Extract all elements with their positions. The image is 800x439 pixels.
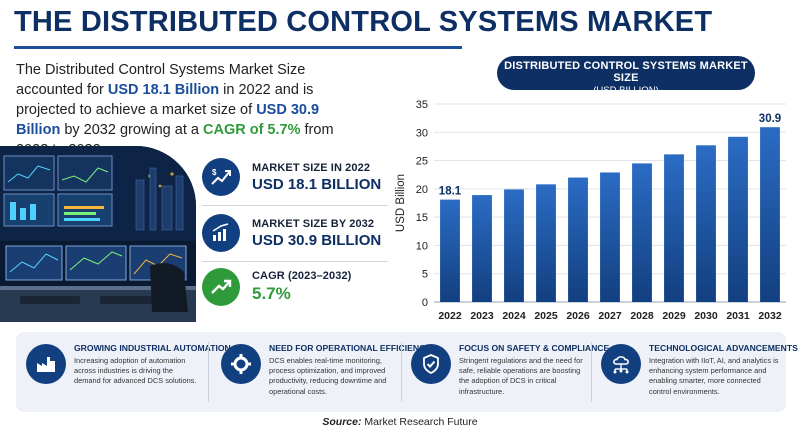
x-tick-label: 2027: [598, 310, 622, 322]
bar: [632, 163, 652, 302]
bar: [696, 145, 716, 302]
y-tick-label: 30: [416, 127, 428, 139]
driver-title: NEED FOR OPERATIONAL EFFICIENCY: [269, 343, 432, 353]
driver-divider: [208, 342, 209, 402]
y-tick-label: 20: [416, 184, 428, 196]
bar: [472, 195, 492, 302]
intro-text-3: by 2032 growing at a: [60, 122, 203, 138]
bar: [568, 177, 588, 302]
x-tick-label: 2023: [470, 310, 494, 322]
x-tick-label: 2026: [566, 310, 590, 322]
stat-label: MARKET SIZE BY 2032: [252, 217, 375, 230]
y-tick-label: 25: [416, 156, 428, 168]
stat-market-size-2022: $ MARKET SIZE IN 2022 USD 18.1 BILLION: [202, 152, 381, 202]
trend-up-icon: [202, 268, 240, 306]
bar-growth-icon: [202, 214, 240, 252]
chart-subtitle: (USD BILLION): [593, 85, 659, 96]
bar: [760, 127, 780, 302]
data-label: 30.9: [759, 113, 781, 125]
driver-body: Integration with IIoT, AI, and analytics…: [649, 356, 779, 396]
stat-value: USD 30.9 BILLION: [252, 231, 382, 249]
chart-title: DISTRIBUTED CONTROL SYSTEMS MARKET SIZE: [504, 60, 748, 84]
x-tick-label: 2025: [534, 310, 558, 322]
stat-label: MARKET SIZE IN 2022: [252, 161, 371, 174]
shield-check-icon: [411, 344, 451, 384]
intro-text-2: in 2022 and is projected to achieve a ma…: [16, 82, 314, 118]
driver-body: Stringent regulations and the need for s…: [459, 356, 583, 396]
y-tick-label: 5: [422, 269, 428, 281]
y-tick-label: 10: [416, 240, 428, 252]
title-underline: [14, 46, 462, 49]
bar: [664, 154, 684, 302]
bar: [504, 189, 524, 302]
intro-paragraph: The Distributed Control Systems Market S…: [16, 60, 356, 160]
cloud-network-icon: [601, 344, 641, 384]
bar: [600, 172, 620, 302]
stat-value: 5.7%: [252, 284, 291, 303]
bar: [440, 199, 460, 302]
money-growth-icon: $: [202, 158, 240, 196]
y-tick-label: 0: [422, 297, 428, 309]
factory-icon: [26, 344, 66, 384]
bar: [728, 136, 748, 302]
driver-title: GROWING INDUSTRIAL AUTOMATION: [74, 343, 231, 353]
x-tick-label: 2030: [694, 310, 718, 322]
gear-icon: [221, 344, 261, 384]
driver-body: DCS enables real-time monitoring, proces…: [269, 356, 387, 396]
driver-card: NEED FOR OPERATIONAL EFFICIENCY DCS enab…: [211, 332, 431, 412]
market-drivers-panel: GROWING INDUSTRIAL AUTOMATION Increasing…: [16, 332, 798, 412]
svg-text:$: $: [212, 168, 217, 177]
intro-size-2022: USD 18.1 Billion: [107, 82, 220, 98]
y-axis-label: USD Billion: [395, 174, 407, 232]
driver-card: GROWING INDUSTRIAL AUTOMATION Increasing…: [16, 332, 231, 412]
data-label: 18.1: [439, 186, 462, 198]
bar: [536, 184, 556, 302]
stat-divider: [202, 261, 388, 262]
control-room-image: [0, 146, 196, 322]
x-tick-label: 2032: [758, 310, 782, 322]
stat-cagr: CAGR (2023–2032) 5.7%: [202, 262, 351, 312]
stat-divider: [202, 205, 388, 206]
source-text: Market Research Future: [361, 416, 478, 428]
intro-size-2032: USD 30.9 Billion: [16, 102, 320, 138]
driver-title: TECHNOLOGICAL ADVANCEMENTS: [649, 343, 798, 353]
intro-text-1: The Distributed Control Systems Market S…: [16, 62, 306, 98]
stat-market-size-2032: MARKET SIZE BY 2032 USD 30.9 BILLION: [202, 208, 381, 258]
driver-body: Increasing adoption of automation across…: [74, 356, 197, 386]
y-tick-label: 15: [416, 212, 428, 224]
intro-cagr: CAGR of 5.7%: [203, 122, 301, 138]
source-label: Source:: [322, 416, 362, 428]
y-tick-label: 35: [416, 99, 428, 111]
chart-header: DISTRIBUTED CONTROL SYSTEMS MARKET SIZE …: [497, 56, 755, 96]
x-tick-label: 2028: [630, 310, 654, 322]
x-tick-label: 2031: [726, 310, 750, 322]
page-title: THE DISTRIBUTED CONTROL SYSTEMS MARKET: [14, 6, 713, 38]
stat-value: USD 18.1 BILLION: [252, 175, 382, 193]
stat-label: CAGR (2023–2032): [252, 270, 352, 282]
x-tick-label: 2029: [662, 310, 686, 322]
driver-card: FOCUS ON SAFETY & COMPLIANCE Stringent r…: [401, 332, 609, 412]
x-tick-label: 2022: [438, 310, 462, 322]
driver-divider: [591, 342, 592, 402]
driver-title: FOCUS ON SAFETY & COMPLIANCE: [459, 343, 610, 353]
driver-divider: [401, 342, 402, 402]
driver-card: TECHNOLOGICAL ADVANCEMENTS Integration w…: [591, 332, 798, 412]
x-tick-label: 2024: [502, 310, 526, 322]
source-note: Source: Market Research Future: [0, 416, 800, 428]
